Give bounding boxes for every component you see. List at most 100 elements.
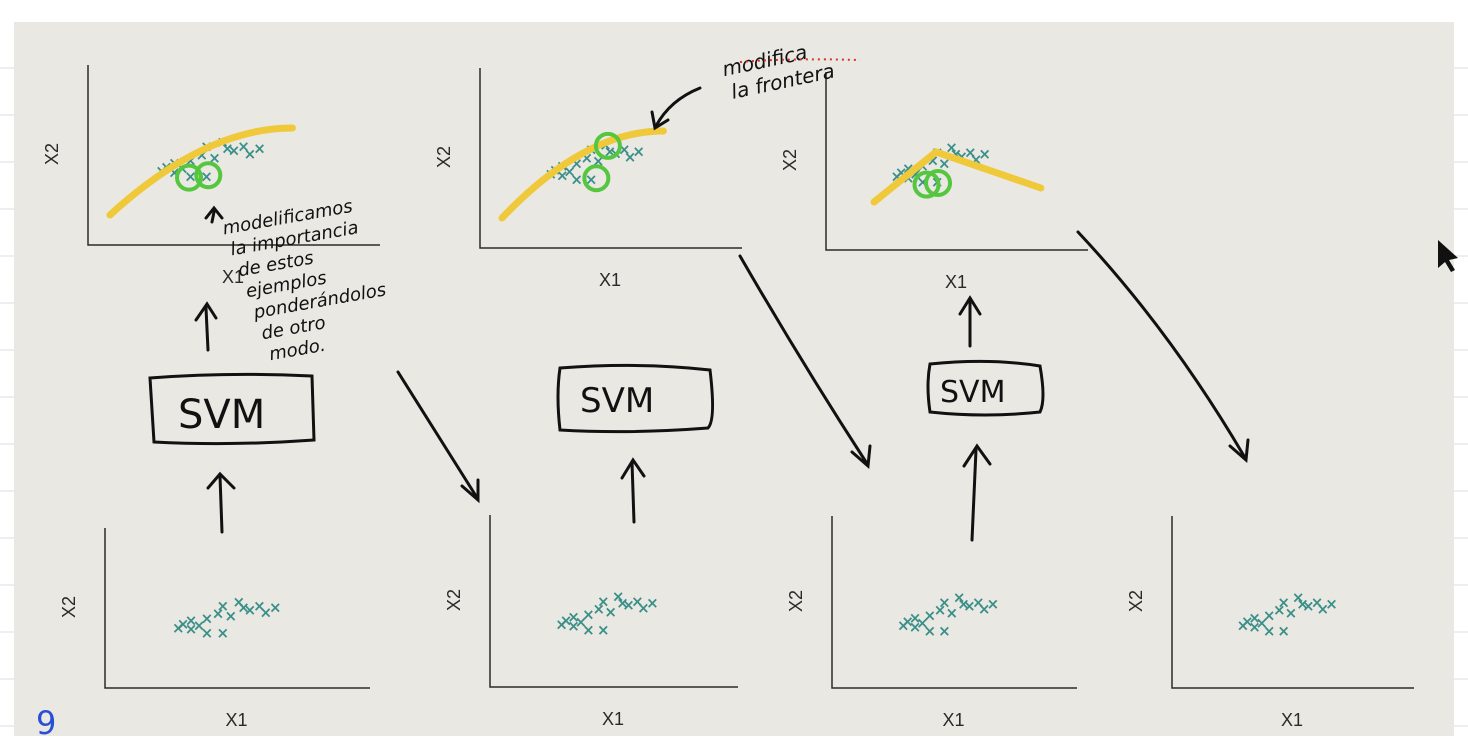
bottom-plot-2-point: × bbox=[582, 605, 595, 623]
bottom-plot-1-y-axis-label: X2 bbox=[59, 596, 79, 618]
arrow-head-3b bbox=[958, 295, 982, 316]
bottom-plot-1-point: × bbox=[237, 599, 250, 617]
bottom-plot-1-point: × bbox=[177, 615, 190, 633]
top-plot-2-decision-boundary bbox=[498, 127, 667, 222]
bottom-plot-1-point: × bbox=[253, 597, 266, 615]
top-plot-1-x-axis-label: X1 bbox=[222, 267, 244, 287]
arrow-head-2 bbox=[620, 457, 646, 480]
bottom-plot-4-point: × bbox=[1263, 606, 1276, 624]
bottom-plot-2-point: × bbox=[592, 600, 605, 618]
top-plot-1-point: × bbox=[200, 168, 213, 186]
top-plot-2-highlight-circle bbox=[593, 131, 622, 160]
bottom-plot-4-point: × bbox=[1237, 616, 1250, 634]
bottom-plot-4-x-axis-label: X1 bbox=[1281, 710, 1303, 730]
top-plot-1-point: × bbox=[228, 142, 241, 160]
arrow-up-2 bbox=[630, 460, 636, 524]
bottom-plot-2-point: × bbox=[604, 603, 617, 621]
bottom-plot-1-point: × bbox=[212, 604, 225, 622]
top-plot-1-highlight-circle bbox=[194, 161, 223, 190]
bottom-plot-4-point: × bbox=[1285, 604, 1298, 622]
top-plot-1-point: × bbox=[184, 168, 197, 186]
bottom-plot-1-point: × bbox=[259, 604, 272, 622]
bottom-plot-3-y-axis-label: X2 bbox=[786, 590, 806, 612]
bottom-plot-1-axes bbox=[104, 528, 370, 689]
flow-arrows bbox=[194, 86, 1250, 542]
bottom-plot-4-point: × bbox=[1263, 622, 1276, 640]
top-plot-3-highlight-circle bbox=[912, 170, 941, 199]
top-plot-2-point: × bbox=[632, 142, 645, 160]
bottom-plot-1-point: × bbox=[232, 593, 245, 611]
bottom-plot-1-point: × bbox=[269, 599, 282, 617]
top-plot-3-x-axis-label: X1 bbox=[945, 272, 967, 292]
bottom-plot-4-point: × bbox=[1273, 601, 1286, 619]
slide-photo bbox=[14, 22, 1454, 736]
spellcheck-underline bbox=[739, 58, 861, 63]
bottom-plot-4-point: × bbox=[1311, 593, 1324, 611]
bottom-plot-3-point: × bbox=[923, 622, 936, 640]
arrow-up-1a bbox=[218, 474, 224, 534]
top-plot-2-point: × bbox=[570, 171, 583, 189]
bottom-plot-1-point: × bbox=[185, 620, 198, 638]
bottom-plot-4-point: × bbox=[1277, 622, 1290, 640]
top-plot-1-highlight-circle bbox=[175, 163, 204, 192]
arrow-diagonal-2 bbox=[738, 254, 868, 464]
arrow-diagonal-3 bbox=[1076, 230, 1246, 458]
note2-arrow-head bbox=[650, 110, 670, 131]
bottom-plot-3-point: × bbox=[953, 589, 966, 607]
bottom-plot-1-point: × bbox=[225, 607, 238, 625]
bottom-plot-3-point: × bbox=[978, 600, 991, 618]
top-plot-3-axes bbox=[825, 72, 1088, 251]
bottom-plot-3-x-axis-label: X1 bbox=[943, 710, 965, 730]
bottom-plot-4-point: × bbox=[1325, 595, 1338, 613]
bottom-plot-2-point: × bbox=[575, 613, 588, 631]
top-plot-3-highlight-circle bbox=[924, 168, 953, 197]
top-plot-2-highlight-circle bbox=[582, 164, 611, 193]
bottom-plot-3-point: × bbox=[946, 604, 959, 622]
svm-box-2: SVM bbox=[556, 363, 715, 434]
bottom-plot-3-point: × bbox=[957, 595, 970, 613]
bottom-plot-2-point: × bbox=[567, 617, 580, 635]
note2-arrow bbox=[654, 86, 702, 128]
bottom-plot-4-point: × bbox=[1241, 613, 1254, 631]
bottom-plot-4-point: × bbox=[1248, 609, 1261, 627]
top-plot-3-decision-boundary bbox=[870, 148, 1045, 206]
note1-arrow bbox=[210, 210, 216, 224]
bottom-plot-3-axes bbox=[831, 516, 1077, 689]
bottom-plot-2-point: × bbox=[631, 592, 644, 610]
bottom-plot-3-point: × bbox=[923, 606, 936, 624]
bottom-plot-3-point: × bbox=[909, 609, 922, 627]
svm-label-1: SVM bbox=[178, 392, 265, 438]
bottom-plot-3-point: × bbox=[901, 613, 914, 631]
bottom-plot-3-point: × bbox=[987, 595, 1000, 613]
bottom-plot-3-point: × bbox=[963, 597, 976, 615]
bottom-plot-4-point: × bbox=[1248, 618, 1261, 636]
bottom-plot-2-point: × bbox=[582, 621, 595, 639]
bottom-plot-1-point: × bbox=[244, 601, 257, 619]
top-plot-2-y-axis-label: X2 bbox=[434, 146, 454, 168]
bottom-plot-2-point: × bbox=[560, 612, 573, 630]
top-plot-1-y-axis-label: X2 bbox=[42, 143, 62, 165]
arrow-diagonal-1 bbox=[396, 370, 478, 498]
top-plot-3-point: × bbox=[978, 145, 991, 163]
top-plot-3-y-axis-label: X2 bbox=[780, 149, 800, 171]
bottom-plot-1-point: × bbox=[201, 609, 214, 627]
top-plot-1-axes bbox=[87, 65, 380, 246]
plots-layer: X1X2×××××××××××××××××X1X2×××××××××××××××… bbox=[42, 65, 1414, 730]
bottom-plot-3-point: × bbox=[972, 593, 985, 611]
svm-label-2: SVM bbox=[580, 381, 654, 421]
svm-box-1: SVM bbox=[148, 372, 316, 446]
top-plot-3-point: × bbox=[945, 139, 958, 157]
bottom-plot-1-point: × bbox=[217, 597, 230, 615]
svm-box-3: SVM bbox=[926, 359, 1045, 417]
top-plot-2-x-axis-label: X1 bbox=[599, 270, 621, 290]
top-plot-2-point: × bbox=[624, 148, 637, 166]
bottom-plot-4-point: × bbox=[1256, 614, 1269, 632]
arrow-head-d3 bbox=[1228, 438, 1250, 464]
